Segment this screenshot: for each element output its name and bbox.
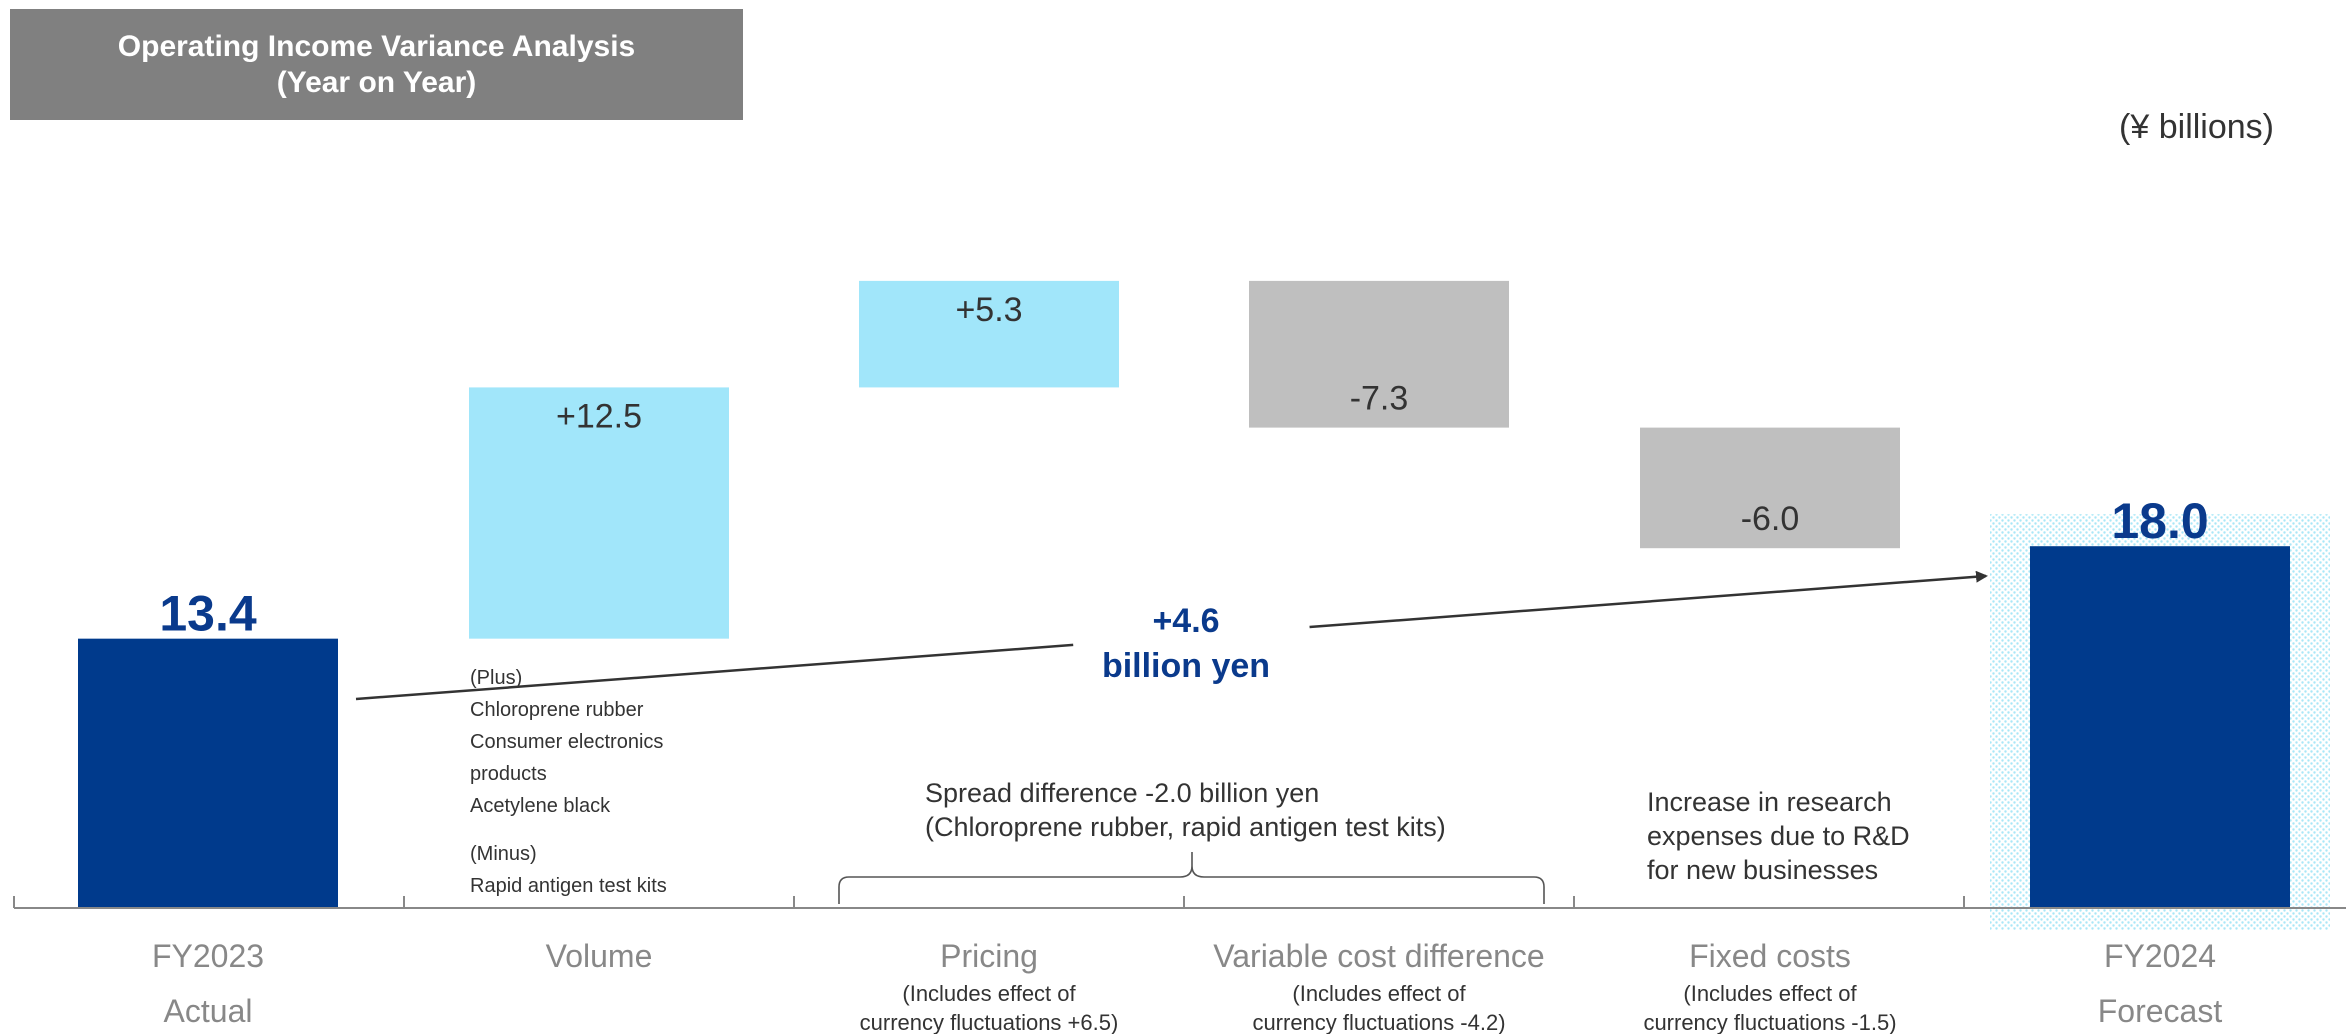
volume-plus-heading: (Plus) (470, 667, 523, 689)
fixed-cost-note-line2: expenses due to R&D (1647, 821, 1910, 851)
data-label: -6.0 (1741, 500, 1800, 538)
volume-plus-item: products (470, 763, 547, 785)
category-label-line2: Forecast (2098, 993, 2223, 1029)
bar-decrease (1249, 280, 1509, 428)
bar-decrease (1640, 427, 1900, 549)
category-label: FY2024 (2104, 938, 2216, 974)
category-sublabel: currency fluctuations +6.5) (860, 1010, 1119, 1034)
bar-total (78, 638, 338, 908)
chart-title-line1: Operating Income Variance Analysis (117, 29, 636, 63)
change-arrow-line (355, 643, 1074, 701)
volume-plus-item: Chloroprene rubber (470, 699, 644, 721)
category-sublabel: (Includes effect of (1683, 981, 1857, 1006)
data-label: +12.5 (556, 397, 642, 435)
category-label: Variable cost difference (1213, 938, 1544, 974)
fixed-cost-note-line1: Increase in research (1647, 787, 1892, 817)
unit-label: (¥ billions) (2119, 108, 2274, 146)
spread-note: Spread difference -2.0 billion yen (Chlo… (925, 776, 1446, 844)
volume-minus-heading: (Minus) (470, 843, 537, 865)
fixed-cost-note-line3: for new businesses (1647, 855, 1879, 885)
bar-increase (859, 280, 1119, 388)
bar-increase (469, 387, 729, 639)
data-label: 18.0 (2111, 493, 2208, 549)
volume-plus-item: Acetylene black (470, 795, 611, 817)
category-label: Pricing (940, 938, 1038, 974)
category-sublabel: currency fluctuations -1.5) (1643, 1010, 1896, 1034)
bar-total (2030, 546, 2290, 908)
brace-bracket (838, 852, 1545, 904)
spread-note-line2: (Chloroprene rubber, rapid antigen test … (925, 812, 1446, 842)
data-label: 13.4 (159, 586, 257, 642)
volume-plus-item: Consumer electronics (470, 731, 664, 753)
fixed-cost-note: Increase in research expenses due to R&D… (1647, 785, 1910, 887)
chart-title-line2: (Year on Year) (276, 65, 477, 99)
change-arrow-head (1309, 570, 1988, 629)
spread-note-line1: Spread difference -2.0 billion yen (925, 778, 1320, 808)
category-sublabel: (Includes effect of (1292, 981, 1466, 1006)
category-label: FY2023 (152, 938, 264, 974)
volume-minus-item: Rapid antigen test kits (470, 875, 667, 897)
category-sublabel: currency fluctuations -4.2) (1252, 1010, 1505, 1034)
category-label: Fixed costs (1689, 938, 1851, 974)
volume-note: (Plus) Chloroprene rubber Consumer elect… (470, 662, 667, 902)
category-label-line2: Actual (164, 993, 253, 1029)
change-annotation-unit: billion yen (1102, 647, 1270, 685)
change-annotation-value: +4.6 (1152, 602, 1219, 640)
data-label: +5.3 (955, 291, 1022, 329)
category-label: Volume (546, 938, 653, 974)
chart-title-box: Operating Income Variance Analysis (Year… (10, 9, 743, 120)
data-label: -7.3 (1350, 380, 1409, 418)
category-sublabel: (Includes effect of (902, 981, 1076, 1006)
